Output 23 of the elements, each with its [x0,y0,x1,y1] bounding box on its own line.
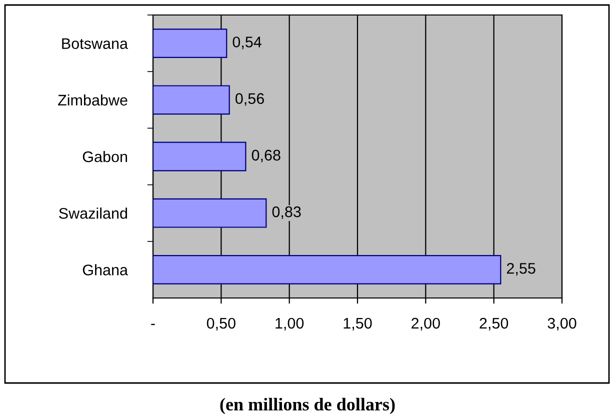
bar [153,254,502,284]
y-tick-label: Zimbabwe [58,94,128,106]
x-tick-label: - [151,324,155,326]
bar [153,85,230,115]
data-label: 0,54 [232,36,262,50]
x-tick-label: 2,00 [412,318,440,330]
bar [153,198,267,228]
y-tick-label: Gabon [82,150,128,162]
x-tick-label: 3,00 [548,318,576,330]
y-tick-label: Ghana [82,264,128,276]
y-tick-label: Botswana [62,38,128,49]
data-label: 0,56 [236,93,264,106]
x-tick-label: 1,00 [276,318,304,330]
x-axis-title: (en millions de dollars) [220,398,395,414]
data-label: 0,68 [252,150,280,162]
x-tick-label: 2,50 [480,318,508,330]
bar [153,28,228,58]
y-tick-label: Swaziland [59,208,128,219]
bar [153,142,246,172]
data-label: 0,83 [272,206,301,220]
x-tick-label: 1,50 [344,318,372,330]
x-tick-label: 0,50 [206,318,236,330]
data-label: 2,55 [506,262,536,276]
